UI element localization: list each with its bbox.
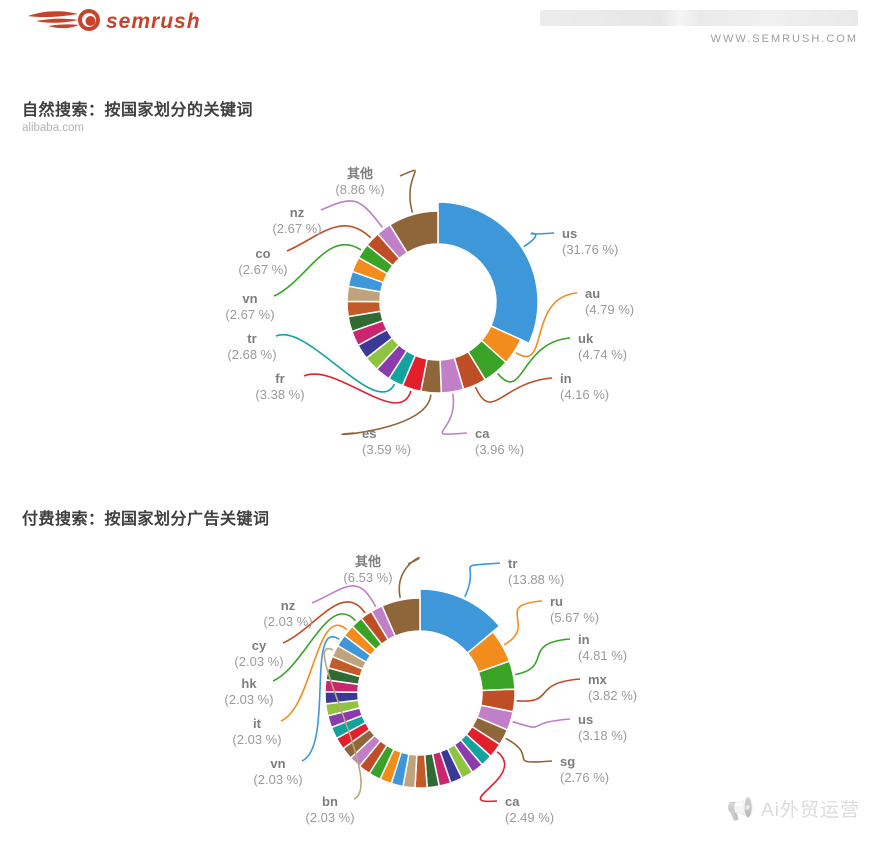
slice-label-hk: hk [241,676,257,691]
donut-slice-tr [419,588,501,655]
slice-percent-us: (3.18 %) [578,728,627,743]
organic-chart-title: 自然搜索：按国家划分的关键词 [22,102,254,119]
donut-slice-us [437,201,539,345]
leader-line-nz [320,200,384,228]
leader-line-其他 [398,557,420,599]
leader-line-us [523,232,555,248]
leader-line-au [515,292,578,358]
donut-slice-其他 [381,597,421,638]
semrush-url-text: WWW.SEMRUSH.COM [710,33,858,45]
slice-percent-fr: (3.38 %) [255,387,304,402]
leader-line-in [474,377,553,403]
slice-percent-es: (3.59 %) [362,442,411,457]
slice-percent-ca: (3.96 %) [475,442,524,457]
slice-percent-vn: (2.03 %) [253,772,302,787]
leader-line-sg [505,737,553,763]
slice-percent-tr: (13.88 %) [508,572,564,587]
watermark-text: Ai外贸运营 [761,800,860,821]
semrush-logo: semrush [26,5,226,35]
slice-label-cy: cy [252,638,267,653]
slice-percent-cy: (2.03 %) [234,654,283,669]
slice-label-nz: nz [290,205,305,220]
slice-label-vn: vn [242,291,257,306]
slice-percent-其他: (8.86 %) [335,182,384,197]
leader-line-hk [272,613,356,682]
megaphone-icon: 📢 [726,795,756,821]
slice-percent-mx: (3.82 %) [588,688,637,703]
flame-icon [28,11,78,18]
slice-percent-uk: (4.74 %) [578,347,627,362]
slice-percent-ru: (5.67 %) [550,610,599,625]
slice-label-ru: ru [550,594,563,609]
slice-percent-in: (4.81 %) [578,648,627,663]
leader-line-nz [311,585,377,608]
slice-percent-co: (2.67 %) [238,262,287,277]
slice-label-mx: mx [588,672,608,687]
slice-percent-hk: (2.03 %) [224,692,273,707]
slice-percent-sg: (2.76 %) [560,770,609,785]
slice-label-us: us [578,712,593,727]
slice-percent-其他: (6.53 %) [343,570,392,585]
redacted-text-bar [540,10,858,26]
leader-line-mx [516,678,581,702]
slice-label-au: au [585,286,600,301]
donut-slice-其他 [388,210,439,254]
semrush-logo-graphic: semrush [28,9,201,33]
slice-label-tr: tr [508,556,517,571]
flame-icon [48,24,79,29]
leader-line-cy [282,601,366,644]
leader-line-bn [323,647,362,800]
leader-line-fr [303,373,412,404]
slice-label-fr: fr [275,371,284,386]
slice-percent-us: (31.76 %) [562,242,618,257]
leader-line-ru [503,600,543,646]
slice-label-ca: ca [505,794,520,809]
slice-percent-ca: (2.49 %) [505,810,554,825]
slice-label-in: in [578,632,590,647]
leader-line-ca [441,393,468,436]
leader-line-co [286,225,372,252]
slice-percent-tr: (2.68 %) [227,347,276,362]
leader-line-tr [275,333,396,393]
slice-label-ca: ca [475,426,490,441]
slice-percent-vn: (2.67 %) [225,307,274,322]
organic-chart-domain: alibaba.com [22,122,85,134]
leader-line-ca [479,751,506,803]
slice-percent-bn: (2.03 %) [305,810,354,825]
leader-line-it [280,624,348,722]
slice-label-其他: 其他 [347,166,373,181]
paid-keywords-by-country-donut: tr(13.88 %) ru(5.67 %) in(4.81 %) mx(3.82 %… [224,554,637,825]
slice-label-es: es [362,426,376,441]
slice-label-vn: vn [270,756,285,771]
watermark: 📢 Ai外贸运营 [727,795,860,822]
slice-label-it: it [253,716,262,731]
slice-percent-in: (4.16 %) [560,387,609,402]
slice-label-in: in [560,371,572,386]
slice-label-us: us [562,226,577,241]
slice-label-nz: nz [281,598,296,613]
semrush-wordmark: semrush [106,10,201,33]
flame-icon [36,18,78,23]
slice-label-co: co [255,246,270,261]
leader-line-us [512,718,571,728]
leader-line-其他 [399,169,416,213]
leader-line-tr [464,562,501,598]
leader-line-vn [301,636,340,762]
leader-line-es [341,394,432,436]
paid-chart-title: 付费搜索：按国家划分广告关键词 [22,511,270,528]
leader-line-in [515,638,571,676]
slice-label-其他: 其他 [355,554,381,569]
leader-line-vn [273,243,362,297]
organic-keywords-by-country-donut: us(31.76 %) au(4.79 %) uk(4.74 %) in(4.16 %… [225,166,634,457]
slice-percent-nz: (2.67 %) [272,221,321,236]
slice-percent-nz: (2.03 %) [263,614,312,629]
leader-line-uk [496,337,571,383]
slice-label-uk: uk [578,331,594,346]
slice-percent-au: (4.79 %) [585,302,634,317]
slice-label-sg: sg [560,754,575,769]
slice-percent-it: (2.03 %) [232,732,281,747]
slice-label-bn: bn [322,794,338,809]
slice-label-tr: tr [247,331,256,346]
